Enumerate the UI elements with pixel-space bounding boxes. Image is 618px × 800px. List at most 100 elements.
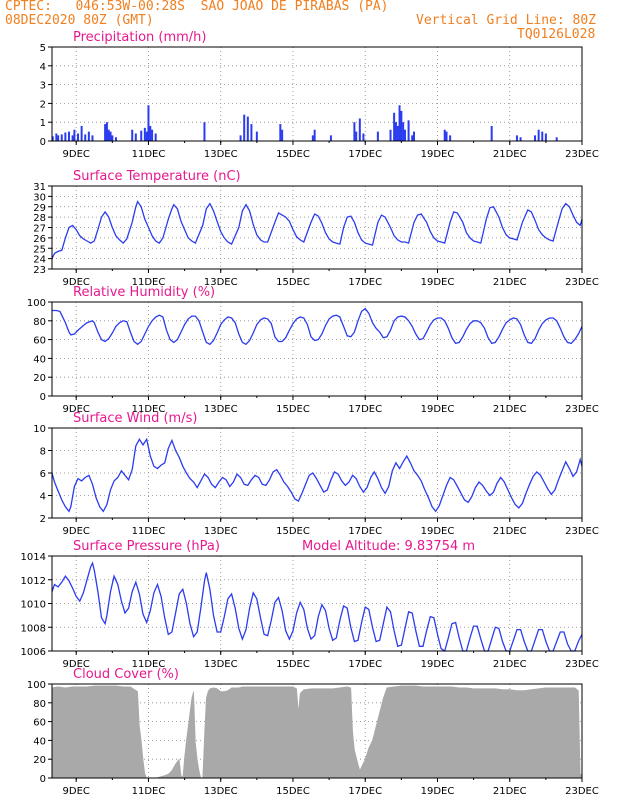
precip-ytick-label: 0 (40, 137, 46, 148)
header-run-id: TQ0126L028 (517, 27, 596, 42)
precip-bar (246, 116, 249, 141)
temp-xtick-label: 19DEC (421, 277, 455, 288)
precip-bar (313, 129, 316, 141)
precip-bar (104, 124, 107, 141)
wind-title: Surface Wind (m/s) (73, 411, 197, 426)
wind-ytick-label: 2 (40, 514, 46, 525)
cloud-xtick-label: 9DEC (63, 786, 90, 797)
precip-bar (389, 129, 392, 141)
temp-title: Surface Temperature (nC) (73, 169, 241, 184)
temp-ytick-label: 27 (33, 224, 46, 235)
wind-xtick-label: 11DEC (132, 526, 166, 537)
cloud-ytick-label: 40 (33, 736, 46, 747)
rh-xtick-label: 9DEC (63, 404, 90, 415)
precip-bar (402, 122, 405, 141)
precip-xtick-label: 13DEC (204, 149, 238, 160)
precip-bar (147, 105, 150, 141)
rh-xtick-label: 11DEC (132, 404, 166, 415)
precip-bar (490, 125, 493, 141)
wind-xtick-label: 17DEC (348, 526, 382, 537)
cloud-title: Cloud Cover (%) (73, 667, 179, 682)
rh-title: Relative Humidity (%) (73, 285, 215, 300)
wind-line (51, 437, 583, 513)
precip-bar (107, 129, 110, 141)
temp-ytick-label: 29 (33, 203, 46, 214)
precip-xtick-label: 15DEC (276, 149, 310, 160)
precip-bar (358, 118, 361, 141)
pres-ytick-label: 1006 (21, 647, 46, 658)
precip-bar (400, 110, 403, 141)
pres-xtick-label: 9DEC (63, 659, 90, 670)
header-date: 08DEC2020 80Z (GMT) (5, 13, 154, 28)
temp-ytick-label: 23 (33, 265, 46, 276)
precip-bar (51, 136, 54, 141)
rh-ytick-label: 100 (27, 298, 46, 309)
header-vertical-grid: Vertical Grid Line: 80Z (416, 13, 597, 28)
wind-xtick-label: 9DEC (63, 526, 90, 537)
wind-ytick-label: 10 (33, 424, 46, 435)
precip-xtick-label: 23DEC (565, 149, 599, 160)
precip-bar (398, 105, 401, 141)
pres-xtick-label: 11DEC (132, 659, 166, 670)
precip-bar (111, 135, 114, 141)
temp-ytick-label: 25 (33, 244, 46, 255)
precip-bar (411, 135, 414, 141)
temp-ytick-label: 31 (33, 182, 46, 193)
precip-bar (534, 135, 537, 141)
cloud-xtick-label: 23DEC (565, 786, 599, 797)
precip-bar (443, 129, 446, 141)
cloud-ytick-label: 0 (40, 774, 46, 785)
cloud-xtick-label: 11DEC (132, 786, 166, 797)
temp-ytick-label: 30 (33, 192, 46, 203)
precip-ytick-label: 5 (40, 43, 46, 54)
precip-xtick-label: 19DEC (421, 149, 455, 160)
precip-bar (353, 122, 356, 141)
wind-xtick-label: 23DEC (565, 526, 599, 537)
rh-ytick-label: 80 (33, 317, 46, 328)
rh-frame (51, 301, 583, 397)
precip-ytick-label: 3 (40, 81, 46, 92)
precip-bar (140, 130, 143, 141)
precip-bar (407, 120, 410, 141)
precip-bar (151, 129, 154, 141)
precip-bar (279, 124, 282, 141)
precip-bar (57, 135, 60, 141)
wind-xtick-label: 13DEC (204, 526, 238, 537)
cloud-area (51, 685, 583, 779)
temp-xtick-label: 17DEC (348, 277, 382, 288)
temp-xtick-label: 15DEC (276, 277, 310, 288)
rh-ytick-label: 40 (33, 354, 46, 365)
rh-line (52, 307, 583, 346)
rh-xtick-label: 21DEC (493, 404, 527, 415)
temp-xtick-label: 23DEC (565, 277, 599, 288)
precip-bar (109, 131, 112, 141)
precip-bar (394, 122, 397, 141)
precip-bar (413, 131, 416, 141)
rh-ytick-label: 60 (33, 336, 46, 347)
temp-frame (51, 185, 583, 270)
precip-bar (250, 124, 253, 141)
header-station: CPTEC: 046:53W-00:28S SAO JOAO DE PIRABA… (5, 0, 389, 14)
temp-xtick-label: 11DEC (132, 277, 166, 288)
precip-bar (376, 131, 379, 141)
precip-bar (91, 135, 94, 141)
cloud-xtick-label: 17DEC (348, 786, 382, 797)
precip-xtick-label: 11DEC (132, 149, 166, 160)
rh-ytick-label: 0 (40, 392, 46, 403)
precip-bar (281, 129, 284, 141)
pres-line (51, 561, 583, 653)
precip-bar (114, 137, 117, 141)
pres-ytick-label: 1014 (21, 552, 46, 563)
precip-bar (311, 135, 314, 141)
precip-bar (255, 131, 258, 141)
precip-bar (445, 131, 448, 141)
temp-ytick-label: 26 (33, 234, 46, 245)
temp-xtick-label: 13DEC (204, 277, 238, 288)
precip-bar (329, 135, 332, 141)
wind-xtick-label: 19DEC (421, 526, 455, 537)
precip-ytick-label: 1 (40, 118, 46, 129)
precip-bar (87, 131, 90, 141)
precip-bar (73, 129, 76, 141)
precip-bar (77, 133, 80, 141)
